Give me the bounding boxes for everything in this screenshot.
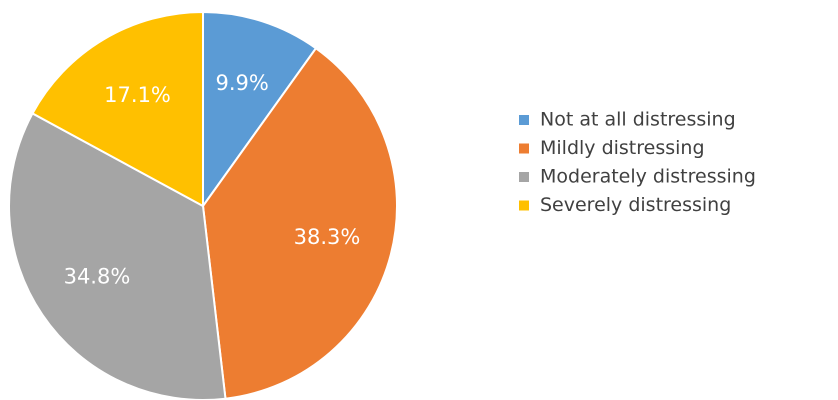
legend-swatch — [519, 143, 529, 154]
pie-slice — [8, 112, 227, 400]
data-label: 17.1% — [104, 83, 171, 107]
pie-slice — [31, 10, 204, 208]
legend-swatch — [519, 172, 529, 182]
legend-label: Severely distressing — [540, 194, 731, 216]
data-label: 9.9% — [215, 71, 268, 95]
data-label: 34.8% — [64, 265, 131, 289]
pie-slice — [201, 46, 398, 400]
pie-slice — [202, 10, 318, 210]
legend-label: Mildly distressing — [540, 137, 705, 159]
legend-label: Moderately distressing — [540, 166, 756, 188]
legend-label: Not at all distressing — [540, 109, 736, 131]
legend-swatch — [519, 200, 529, 211]
legend-swatch — [519, 115, 529, 125]
data-label: 38.3% — [294, 225, 361, 249]
